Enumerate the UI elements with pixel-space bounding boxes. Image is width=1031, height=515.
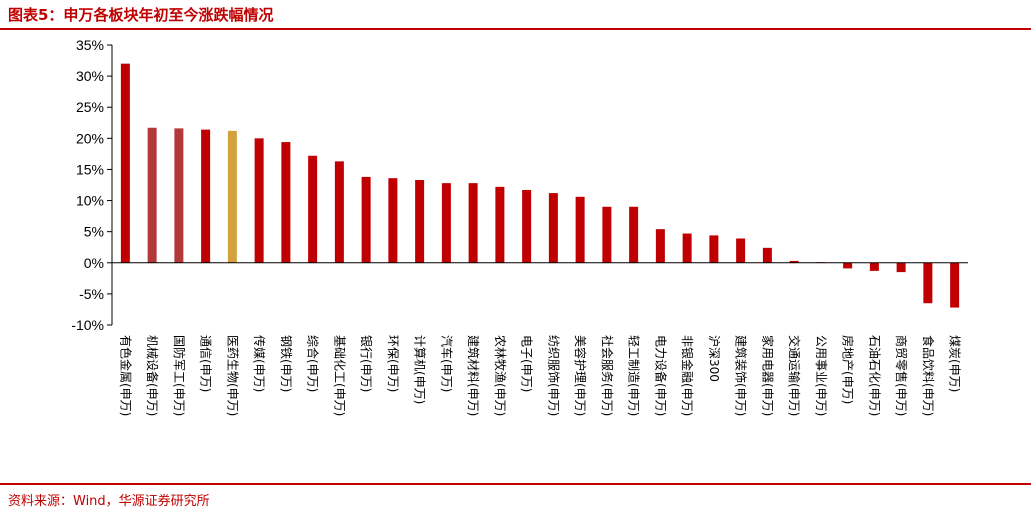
x-tick-label: 社会服务(申万) xyxy=(600,335,615,416)
bar xyxy=(762,247,772,263)
x-tick-label: 国防军工(申万) xyxy=(172,335,187,416)
x-tick-label: 环保(申万) xyxy=(386,335,400,392)
x-tick-label: 家用电器(申万) xyxy=(760,335,775,416)
x-tick-label: 商贸零售(申万) xyxy=(894,335,909,416)
y-tick-label: 30% xyxy=(76,68,104,84)
y-tick-label: 20% xyxy=(76,130,104,146)
y-tick-label: 0% xyxy=(84,255,104,271)
x-tick-label: 农林牧渔(申万) xyxy=(493,335,507,416)
bar xyxy=(522,189,532,263)
bar xyxy=(896,262,906,273)
bar xyxy=(120,63,130,263)
x-tick-label: 银行(申万) xyxy=(359,335,373,392)
bar xyxy=(147,127,157,263)
x-tick-label: 基础化工(申万) xyxy=(332,335,346,416)
bar xyxy=(682,233,692,263)
bar xyxy=(468,183,478,263)
bar xyxy=(361,176,371,263)
bar xyxy=(441,183,451,263)
x-tick-label: 医药生物(申万) xyxy=(225,335,239,416)
x-tick-label: 传媒(申万) xyxy=(252,335,267,392)
bar xyxy=(415,180,425,263)
bar xyxy=(201,129,211,263)
bar xyxy=(789,260,799,263)
bar xyxy=(602,206,612,263)
bar xyxy=(869,262,879,271)
bar xyxy=(736,238,746,263)
bar xyxy=(950,262,960,308)
bar xyxy=(334,161,344,263)
bar xyxy=(923,262,933,304)
x-tick-label: 公用事业(申万) xyxy=(814,335,828,416)
x-tick-label: 纺织服饰(申万) xyxy=(546,335,560,416)
x-tick-label: 交通运输(申万) xyxy=(787,335,802,416)
bar xyxy=(254,138,264,263)
y-tick-label: 25% xyxy=(76,99,104,115)
y-axis: -10% -5% 0% 5% 10% 15% 20% 25% 30% 35% xyxy=(71,37,113,333)
x-tick-label: 建筑装饰(申万) xyxy=(734,335,749,416)
bars xyxy=(120,63,960,308)
bar xyxy=(843,262,853,269)
x-tick-label: 房地产(申万) xyxy=(841,335,856,404)
bar xyxy=(388,178,398,263)
bar xyxy=(575,196,585,263)
x-axis: 有色金属(申万) 机械设备(申万) 国防军工(申万) 通信(申万) 医药生物(申万) 传媒… xyxy=(112,262,968,416)
page-title: 图表5：申万各板块年初至今涨跌幅情况 xyxy=(8,6,274,24)
x-tick-label: 石油石化(申万) xyxy=(867,335,881,416)
x-tick-label: 电子(申万) xyxy=(520,335,534,392)
y-tick-label: 5% xyxy=(84,224,104,240)
x-tick-label: 建筑材料(申万) xyxy=(466,335,481,416)
bar xyxy=(709,235,719,263)
y-tick-label: 35% xyxy=(76,37,104,53)
bar xyxy=(227,130,237,263)
x-tick-label: 通信(申万) xyxy=(199,335,213,392)
x-tick-label: 电力设备(申万) xyxy=(653,335,667,416)
bar xyxy=(308,155,318,263)
bar xyxy=(629,206,639,263)
x-tick-label: 非银金融(申万) xyxy=(680,335,695,416)
bar-chart: -10% -5% 0% 5% 10% 15% 20% 25% 30% 35% 有色金属(申万) 机械… xyxy=(71,37,968,416)
x-tick-label: 计算机(申万) xyxy=(413,335,428,404)
x-tick-label: 汽车(申万) xyxy=(439,335,454,392)
bar xyxy=(281,142,291,263)
x-tick-label: 钢铁(申万) xyxy=(279,335,293,392)
footer-rule xyxy=(0,483,1031,485)
x-tick-label: 轻工制造(申万) xyxy=(627,335,641,416)
y-tick-label: -10% xyxy=(71,317,104,333)
y-tick-label: 10% xyxy=(76,193,104,209)
x-tick-label: 煤炭(申万) xyxy=(948,335,962,392)
x-tick-label: 美容护理(申万) xyxy=(573,335,588,416)
y-tick-label: 15% xyxy=(76,161,104,177)
title-rule xyxy=(0,28,1031,30)
x-tick-label: 机械设备(申万) xyxy=(145,335,160,416)
bar xyxy=(655,229,665,263)
y-tick-label: -5% xyxy=(79,286,104,302)
x-tick-label: 综合(申万) xyxy=(306,335,321,392)
x-tick-label: 沪深300 xyxy=(707,335,721,382)
x-tick-label: 食品饮料(申万) xyxy=(921,335,936,416)
bar xyxy=(548,193,558,263)
bar xyxy=(174,128,184,263)
x-tick-label: 有色金属(申万) xyxy=(118,335,133,416)
source-note: 资料来源：Wind，华源证券研究所 xyxy=(8,494,210,509)
bar xyxy=(495,186,505,263)
